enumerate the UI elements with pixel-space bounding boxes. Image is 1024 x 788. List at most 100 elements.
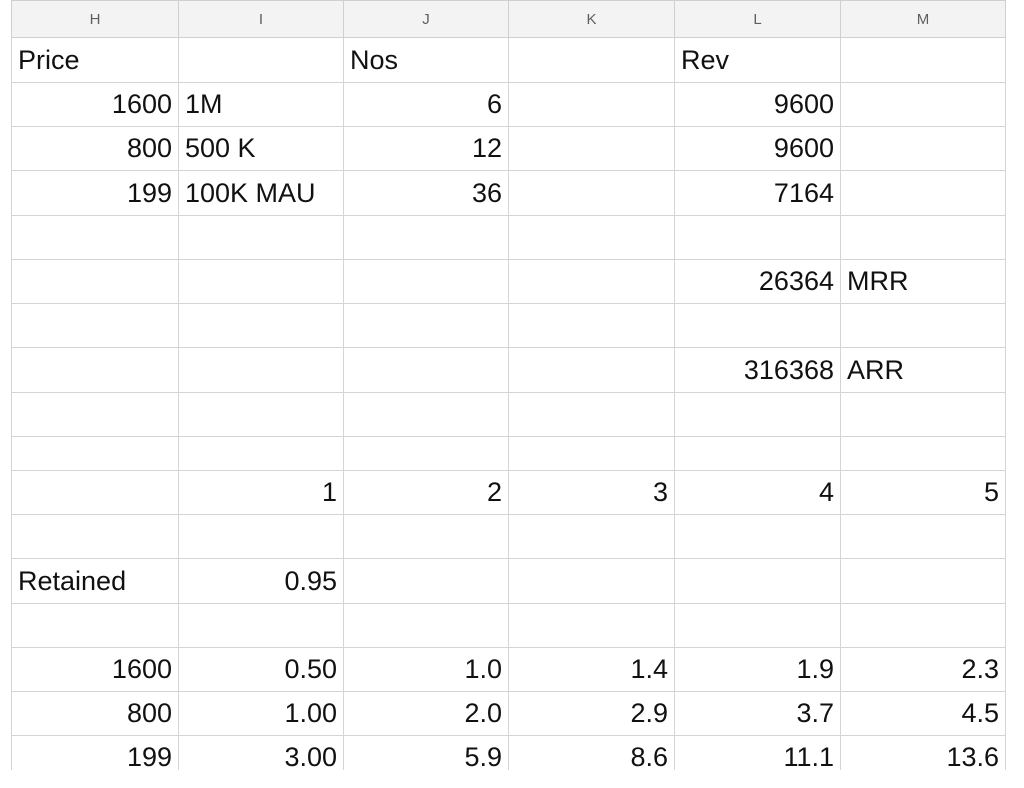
cell-h[interactable]: 800 [11,126,179,171]
cell-h[interactable] [11,470,179,515]
cell-l[interactable]: 3.7 [674,691,841,736]
cell-h[interactable] [11,514,179,559]
cell-i[interactable] [178,603,344,648]
cell-i[interactable]: 0.95 [178,558,344,604]
cell-i[interactable]: 1M [178,82,344,127]
column-header-k[interactable]: K [508,0,675,38]
cell-i[interactable]: 0.50 [178,647,344,692]
cell-l[interactable]: Rev [674,37,841,83]
cell-l[interactable]: 9600 [674,126,841,171]
cell-i[interactable] [178,347,344,393]
cell-j[interactable] [343,303,509,348]
cell-l[interactable]: 316368 [674,347,841,393]
cell-h[interactable] [11,347,179,393]
cell-l[interactable] [674,514,841,559]
cell-i[interactable]: 1.00 [178,691,344,736]
cell-k[interactable] [508,259,675,304]
cell-m[interactable]: 5 [840,470,1006,515]
cell-m[interactable] [840,303,1006,348]
cell-h[interactable]: Retained [11,558,179,604]
cell-h[interactable]: 800 [11,691,179,736]
cell-h[interactable] [11,436,179,471]
cell-l[interactable]: 9600 [674,82,841,127]
cell-j[interactable] [343,603,509,648]
cell-l[interactable]: 1.9 [674,647,841,692]
cell-m[interactable] [840,82,1006,127]
column-header-j[interactable]: J [343,0,509,38]
cell-h[interactable] [11,303,179,348]
cell-m[interactable] [840,215,1006,260]
cell-j[interactable]: 36 [343,170,509,216]
cell-k[interactable] [508,392,675,437]
cell-k[interactable] [508,347,675,393]
cell-h[interactable] [11,603,179,648]
cell-h[interactable] [11,392,179,437]
cell-k[interactable]: 2.9 [508,691,675,736]
cell-k[interactable]: 3 [508,470,675,515]
cell-m[interactable] [840,170,1006,216]
cell-m[interactable] [840,37,1006,83]
cell-i[interactable] [178,436,344,471]
cell-k[interactable] [508,558,675,604]
cell-j[interactable] [343,558,509,604]
cell-m[interactable]: MRR [840,259,1006,304]
cell-i[interactable] [178,303,344,348]
cell-l[interactable]: 26364 [674,259,841,304]
cell-m[interactable] [840,126,1006,171]
cell-j[interactable] [343,436,509,471]
cell-i[interactable] [178,392,344,437]
cell-l[interactable] [674,303,841,348]
cell-m[interactable]: ARR [840,347,1006,393]
cell-m[interactable] [840,603,1006,648]
cell-k[interactable] [508,37,675,83]
column-header-i[interactable]: I [178,0,344,38]
cell-h[interactable] [11,215,179,260]
cell-h[interactable]: 1600 [11,82,179,127]
cell-h[interactable]: 199 [11,170,179,216]
cell-i[interactable]: 500 K [178,126,344,171]
cell-m[interactable] [840,558,1006,604]
column-header-h[interactable]: H [11,0,179,38]
cell-j[interactable] [343,215,509,260]
cell-i[interactable] [178,514,344,559]
cell-i[interactable] [178,259,344,304]
cell-i[interactable] [178,215,344,260]
cell-j[interactable]: 2.0 [343,691,509,736]
cell-l[interactable]: 4 [674,470,841,515]
cell-i[interactable] [178,37,344,83]
cell-m[interactable] [840,392,1006,437]
cell-k[interactable] [508,82,675,127]
cell-i[interactable]: 1 [178,470,344,515]
cell-j[interactable]: Nos [343,37,509,83]
column-header-l[interactable]: L [674,0,841,38]
cell-k[interactable] [508,436,675,471]
cell-j[interactable] [343,347,509,393]
cell-j[interactable] [343,392,509,437]
cell-h[interactable]: Price [11,37,179,83]
cell-l[interactable] [674,436,841,471]
cell-l[interactable]: 7164 [674,170,841,216]
cell-k[interactable] [508,514,675,559]
cell-j[interactable]: 6 [343,82,509,127]
cell-k[interactable] [508,126,675,171]
cell-k[interactable]: 1.4 [508,647,675,692]
cell-k[interactable] [508,215,675,260]
cell-k[interactable] [508,170,675,216]
cell-j[interactable]: 12 [343,126,509,171]
cell-m[interactable]: 2.3 [840,647,1006,692]
cell-i[interactable]: 100K MAU [178,170,344,216]
cell-j[interactable] [343,514,509,559]
cell-l[interactable] [674,392,841,437]
cell-j[interactable] [343,259,509,304]
cell-j[interactable]: 1.0 [343,647,509,692]
cell-h[interactable]: 1600 [11,647,179,692]
cell-j[interactable]: 2 [343,470,509,515]
cell-k[interactable] [508,303,675,348]
cell-k[interactable] [508,603,675,648]
column-header-m[interactable]: M [840,0,1006,38]
cell-l[interactable] [674,215,841,260]
cell-m[interactable]: 4.5 [840,691,1006,736]
cell-h[interactable] [11,259,179,304]
cell-l[interactable] [674,603,841,648]
cell-m[interactable] [840,436,1006,471]
